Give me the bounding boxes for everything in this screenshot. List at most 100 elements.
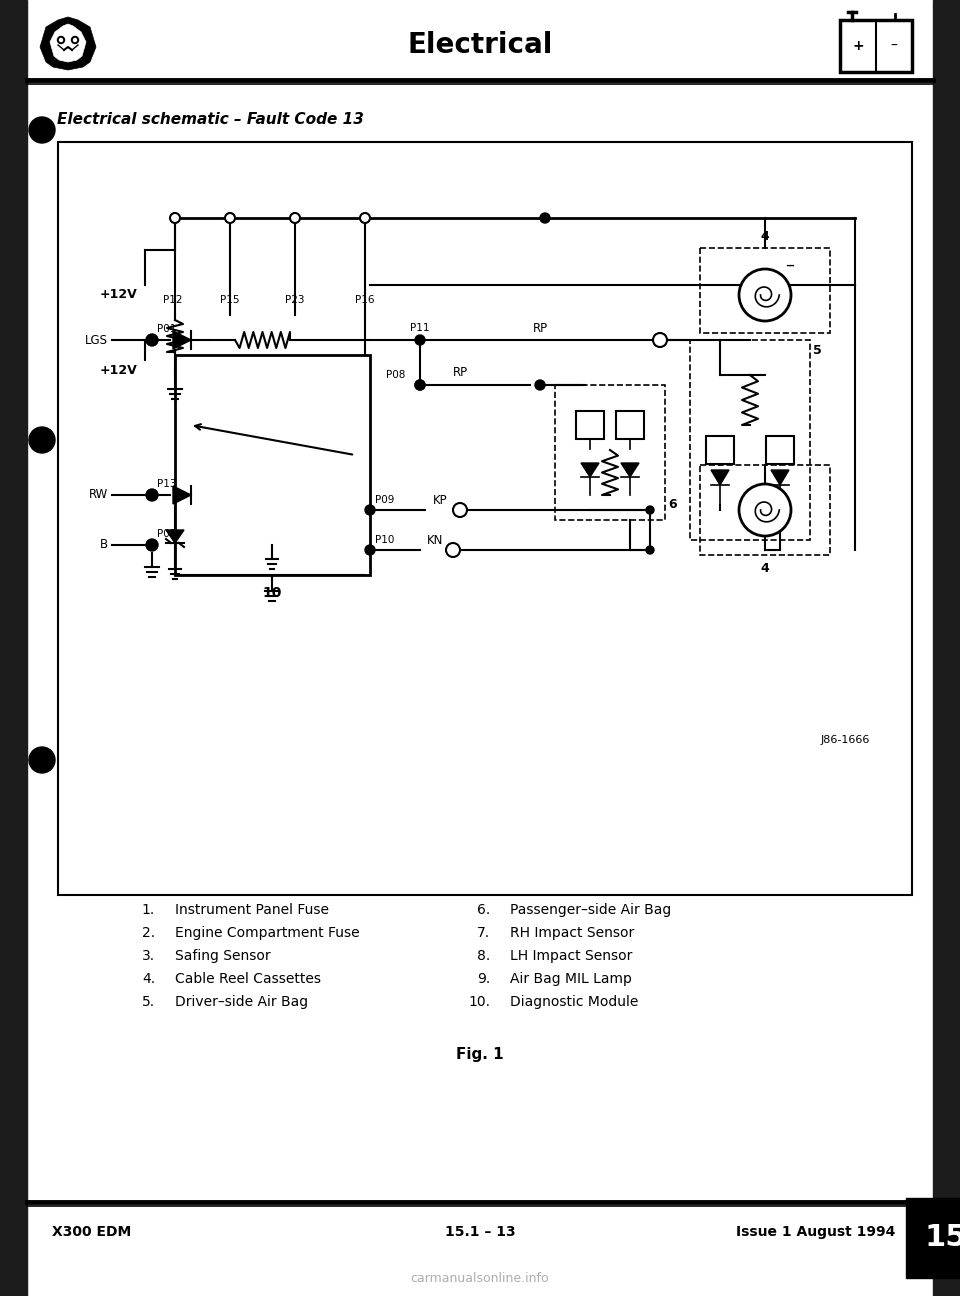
Bar <box>616 411 644 439</box>
Bar <box>766 435 794 464</box>
Circle shape <box>29 426 55 454</box>
Text: P03: P03 <box>157 529 177 539</box>
Text: P09: P09 <box>375 495 395 505</box>
Text: RP: RP <box>452 367 468 380</box>
Text: Electrical: Electrical <box>407 31 553 60</box>
Circle shape <box>365 505 375 515</box>
Circle shape <box>540 213 550 223</box>
Bar <box>700 465 830 555</box>
Text: P08: P08 <box>386 369 405 380</box>
Circle shape <box>446 543 460 557</box>
Text: carmanualsonline.info: carmanualsonline.info <box>411 1271 549 1284</box>
Text: Instrument Panel Fuse: Instrument Panel Fuse <box>175 903 329 918</box>
Circle shape <box>29 117 55 143</box>
Bar <box>706 435 734 464</box>
Text: 15: 15 <box>924 1223 960 1252</box>
Circle shape <box>29 746 55 772</box>
Polygon shape <box>771 470 789 485</box>
Text: Air Bag MIL Lamp: Air Bag MIL Lamp <box>510 972 632 986</box>
Text: 1.: 1. <box>142 903 155 918</box>
Circle shape <box>170 213 180 223</box>
Bar <box>0 0 27 1296</box>
Text: Fig. 1: Fig. 1 <box>456 1047 504 1063</box>
Text: P13: P13 <box>157 480 177 489</box>
Text: Diagnostic Module: Diagnostic Module <box>510 995 638 1010</box>
Circle shape <box>146 489 158 502</box>
Text: RP: RP <box>533 321 547 334</box>
Bar <box>906 1198 960 1278</box>
Polygon shape <box>173 330 191 349</box>
Circle shape <box>146 539 158 551</box>
Text: +12V: +12V <box>100 289 137 302</box>
Text: P10: P10 <box>375 535 395 546</box>
Polygon shape <box>173 486 191 504</box>
Polygon shape <box>621 463 639 477</box>
Text: Safing Sensor: Safing Sensor <box>175 949 271 963</box>
Text: 4: 4 <box>760 562 769 575</box>
Bar <box>576 411 604 439</box>
Bar <box>58 143 912 896</box>
Bar <box>555 385 665 520</box>
Text: P16: P16 <box>355 295 374 305</box>
Circle shape <box>225 213 235 223</box>
Text: Passenger–side Air Bag: Passenger–side Air Bag <box>510 903 671 918</box>
Circle shape <box>74 39 77 41</box>
Circle shape <box>58 36 64 44</box>
Circle shape <box>415 334 425 345</box>
Text: P01: P01 <box>157 324 177 334</box>
Circle shape <box>60 39 62 41</box>
Text: 6.: 6. <box>477 903 490 918</box>
Text: KN: KN <box>427 534 444 547</box>
Text: 4.: 4. <box>142 972 155 986</box>
Text: KP: KP <box>433 494 447 507</box>
Text: –: – <box>785 257 795 273</box>
Text: 5: 5 <box>813 343 822 356</box>
Text: Engine Compartment Fuse: Engine Compartment Fuse <box>175 927 360 940</box>
Circle shape <box>365 546 375 555</box>
Text: 8.: 8. <box>477 949 490 963</box>
Text: P15: P15 <box>220 295 240 305</box>
Text: 7.: 7. <box>477 927 490 940</box>
Bar <box>175 355 370 575</box>
Polygon shape <box>40 17 96 70</box>
Text: Cable Reel Cassettes: Cable Reel Cassettes <box>175 972 321 986</box>
Circle shape <box>290 213 300 223</box>
Circle shape <box>415 380 425 390</box>
Polygon shape <box>166 530 184 543</box>
Text: +12V: +12V <box>100 363 137 377</box>
Polygon shape <box>50 25 86 62</box>
Text: Issue 1 August 1994: Issue 1 August 1994 <box>735 1225 895 1239</box>
Text: +: + <box>852 39 864 53</box>
Text: B: B <box>100 539 108 552</box>
Circle shape <box>535 380 545 390</box>
Text: 5.: 5. <box>142 995 155 1010</box>
Text: 15.1 – 13: 15.1 – 13 <box>444 1225 516 1239</box>
Circle shape <box>71 36 79 44</box>
Text: 10: 10 <box>262 586 281 600</box>
Text: Driver–side Air Bag: Driver–side Air Bag <box>175 995 308 1010</box>
Bar <box>700 248 830 333</box>
Polygon shape <box>711 470 729 485</box>
Circle shape <box>646 546 654 553</box>
Bar <box>933 0 960 1296</box>
Circle shape <box>739 270 791 321</box>
Bar <box>690 340 810 540</box>
Text: X300 EDM: X300 EDM <box>52 1225 132 1239</box>
Polygon shape <box>581 463 599 477</box>
Circle shape <box>653 333 667 347</box>
Text: LGS: LGS <box>85 333 108 346</box>
Text: 10.: 10. <box>468 995 490 1010</box>
Text: –: – <box>891 39 898 53</box>
Text: P23: P23 <box>285 295 304 305</box>
Circle shape <box>360 213 370 223</box>
Text: RH Impact Sensor: RH Impact Sensor <box>510 927 635 940</box>
Bar <box>840 19 912 73</box>
Circle shape <box>415 380 425 390</box>
Text: LH Impact Sensor: LH Impact Sensor <box>510 949 633 963</box>
Text: 6: 6 <box>668 499 677 512</box>
Circle shape <box>146 334 158 346</box>
Circle shape <box>646 505 654 515</box>
Text: J86-1666: J86-1666 <box>821 735 870 745</box>
Text: Electrical schematic – Fault Code 13: Electrical schematic – Fault Code 13 <box>57 113 364 127</box>
Text: 2.: 2. <box>142 927 155 940</box>
